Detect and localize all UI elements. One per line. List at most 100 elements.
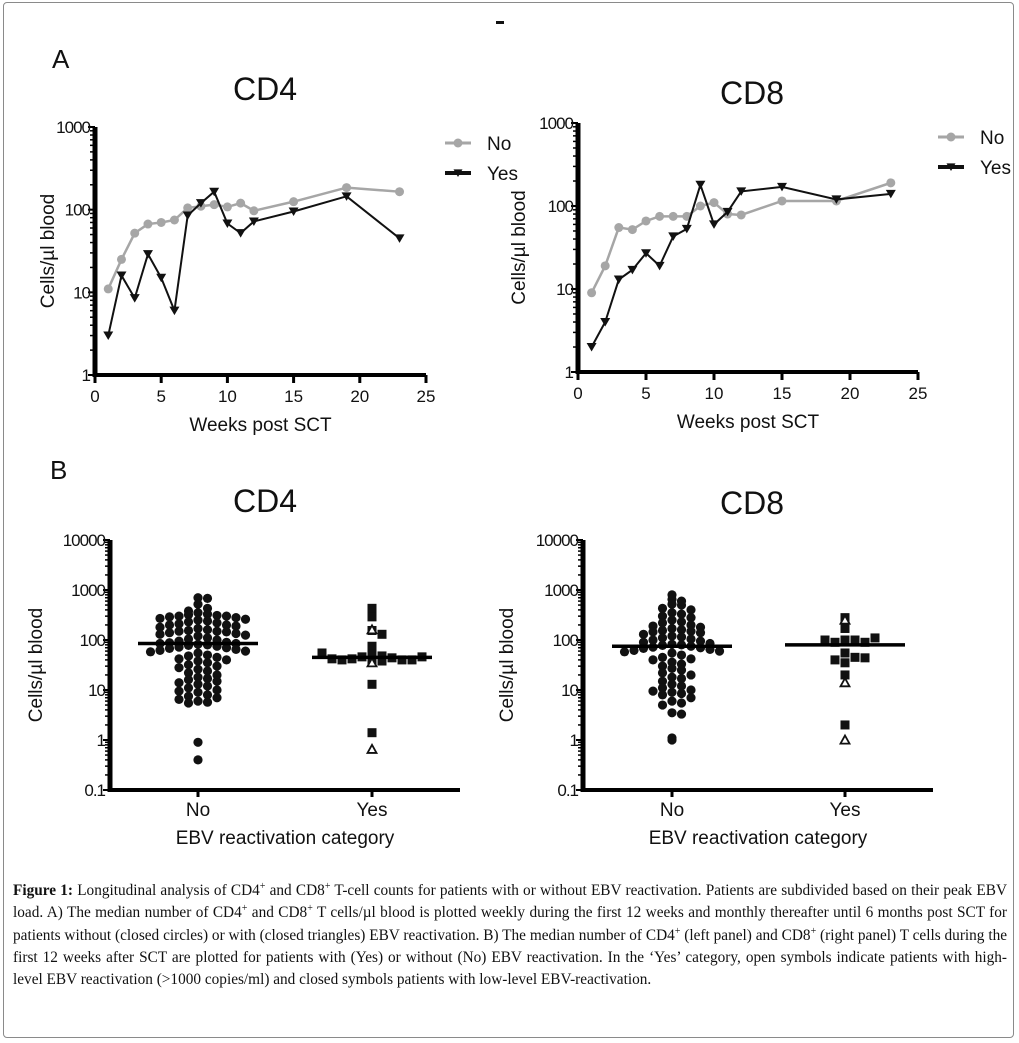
data-point-circle	[174, 611, 184, 621]
data-point-no	[614, 223, 624, 233]
data-point-circle	[648, 686, 658, 696]
data-point-circle	[183, 668, 194, 678]
data-point-circle	[183, 625, 194, 636]
data-point-no	[249, 206, 259, 216]
data-point-circle	[667, 708, 677, 718]
data-point-no	[183, 203, 193, 213]
data-point-yes	[142, 250, 153, 259]
data-point-yes	[341, 192, 352, 201]
data-point-circle	[667, 735, 677, 745]
y-tick-label: 1000	[539, 114, 573, 133]
data-point-circle	[202, 650, 213, 660]
x-category-label: No	[660, 800, 684, 821]
data-point-square	[367, 679, 377, 689]
data-point-square	[367, 649, 377, 659]
data-point-circle	[667, 679, 677, 689]
data-point-square	[377, 656, 387, 666]
data-point-circle	[164, 612, 175, 622]
data-point-circle	[212, 661, 222, 671]
chart-title: CD4	[233, 71, 297, 107]
data-point-circle	[657, 700, 668, 710]
data-point-circle	[221, 655, 232, 665]
y-tick-label: 0.1	[84, 781, 105, 800]
data-point-circle	[183, 634, 194, 644]
data-point-circle	[221, 620, 232, 630]
data-point-square	[840, 635, 850, 645]
data-point-circle	[193, 608, 203, 618]
data-point-circle	[183, 691, 194, 701]
data-point-yes	[885, 189, 896, 199]
data-point-yes	[709, 220, 719, 229]
data-point-circle	[676, 698, 687, 708]
legend-item-no: No	[445, 134, 511, 155]
data-point-no	[103, 284, 113, 294]
data-point-circle	[657, 633, 668, 643]
y-axis-label: Cells/µl blood	[509, 190, 530, 304]
y-axis-label: Cells/µl blood	[38, 194, 59, 308]
y-axis-label: Cells/µl blood	[26, 608, 47, 722]
data-point-circle	[638, 629, 649, 639]
data-point-circle	[231, 644, 241, 654]
panel-b-label: B	[50, 455, 68, 485]
data-point-circle	[648, 655, 658, 665]
data-point-circle	[212, 618, 222, 628]
data-point-square	[377, 629, 387, 639]
y-tick-label: 1000	[71, 581, 105, 600]
x-axis-label: Weeks post SCT	[189, 415, 332, 436]
data-point-circle	[193, 593, 203, 603]
data-point-square	[840, 623, 850, 633]
data-point-no	[395, 187, 405, 197]
data-point-circle	[183, 683, 194, 693]
data-point-no	[627, 225, 637, 235]
data-point-yes	[722, 207, 733, 217]
legend-label: Yes	[487, 164, 518, 185]
caption-superscript: +	[324, 880, 331, 892]
x-tick-label: 5	[156, 387, 165, 406]
data-point-circle	[202, 616, 213, 626]
data-point-circle	[145, 647, 156, 657]
data-point-circle	[695, 636, 706, 646]
data-point-no	[886, 178, 896, 188]
data-point-circle	[686, 685, 696, 695]
legend-label: Yes	[980, 158, 1011, 179]
data-point-circle	[686, 654, 696, 664]
data-point-no	[289, 197, 299, 207]
data-point-circle	[686, 613, 696, 623]
data-point-circle	[183, 651, 194, 661]
x-tick-label: 20	[350, 387, 369, 406]
data-point-square	[830, 637, 840, 647]
data-point-circle	[629, 645, 639, 655]
data-point-circle	[667, 615, 677, 625]
data-point-circle	[648, 627, 658, 637]
figure-frame	[3, 2, 1014, 1038]
y-tick-label: 100	[553, 631, 579, 650]
data-point-circle	[174, 626, 184, 636]
y-tick-label: 1000	[544, 581, 578, 600]
legend-marker-circle	[453, 138, 463, 148]
data-point-triangle-open	[365, 656, 379, 668]
data-point-square	[870, 633, 880, 643]
x-category-label: Yes	[830, 800, 861, 821]
legend-item-yes: Yes	[938, 158, 1011, 179]
x-tick-label: 10	[705, 384, 724, 403]
data-point-circle	[657, 603, 668, 613]
data-point-yes	[288, 207, 299, 217]
caption-label: Figure 1:	[13, 882, 73, 899]
legend-item-yes: Yes	[445, 164, 518, 185]
panel-a-label: A	[52, 44, 70, 74]
data-point-circle	[193, 648, 203, 658]
data-point-circle	[164, 628, 175, 638]
data-point-circle	[193, 615, 203, 625]
caption-superscript: +	[259, 880, 266, 892]
data-point-circle	[221, 611, 232, 621]
x-axis-label: EBV reactivation category	[649, 828, 868, 849]
data-point-no	[709, 198, 719, 208]
data-point-circle	[667, 696, 677, 706]
data-point-circle	[193, 656, 203, 666]
data-point-circle	[193, 623, 203, 634]
data-point-square	[367, 728, 377, 738]
data-point-square	[830, 655, 840, 665]
